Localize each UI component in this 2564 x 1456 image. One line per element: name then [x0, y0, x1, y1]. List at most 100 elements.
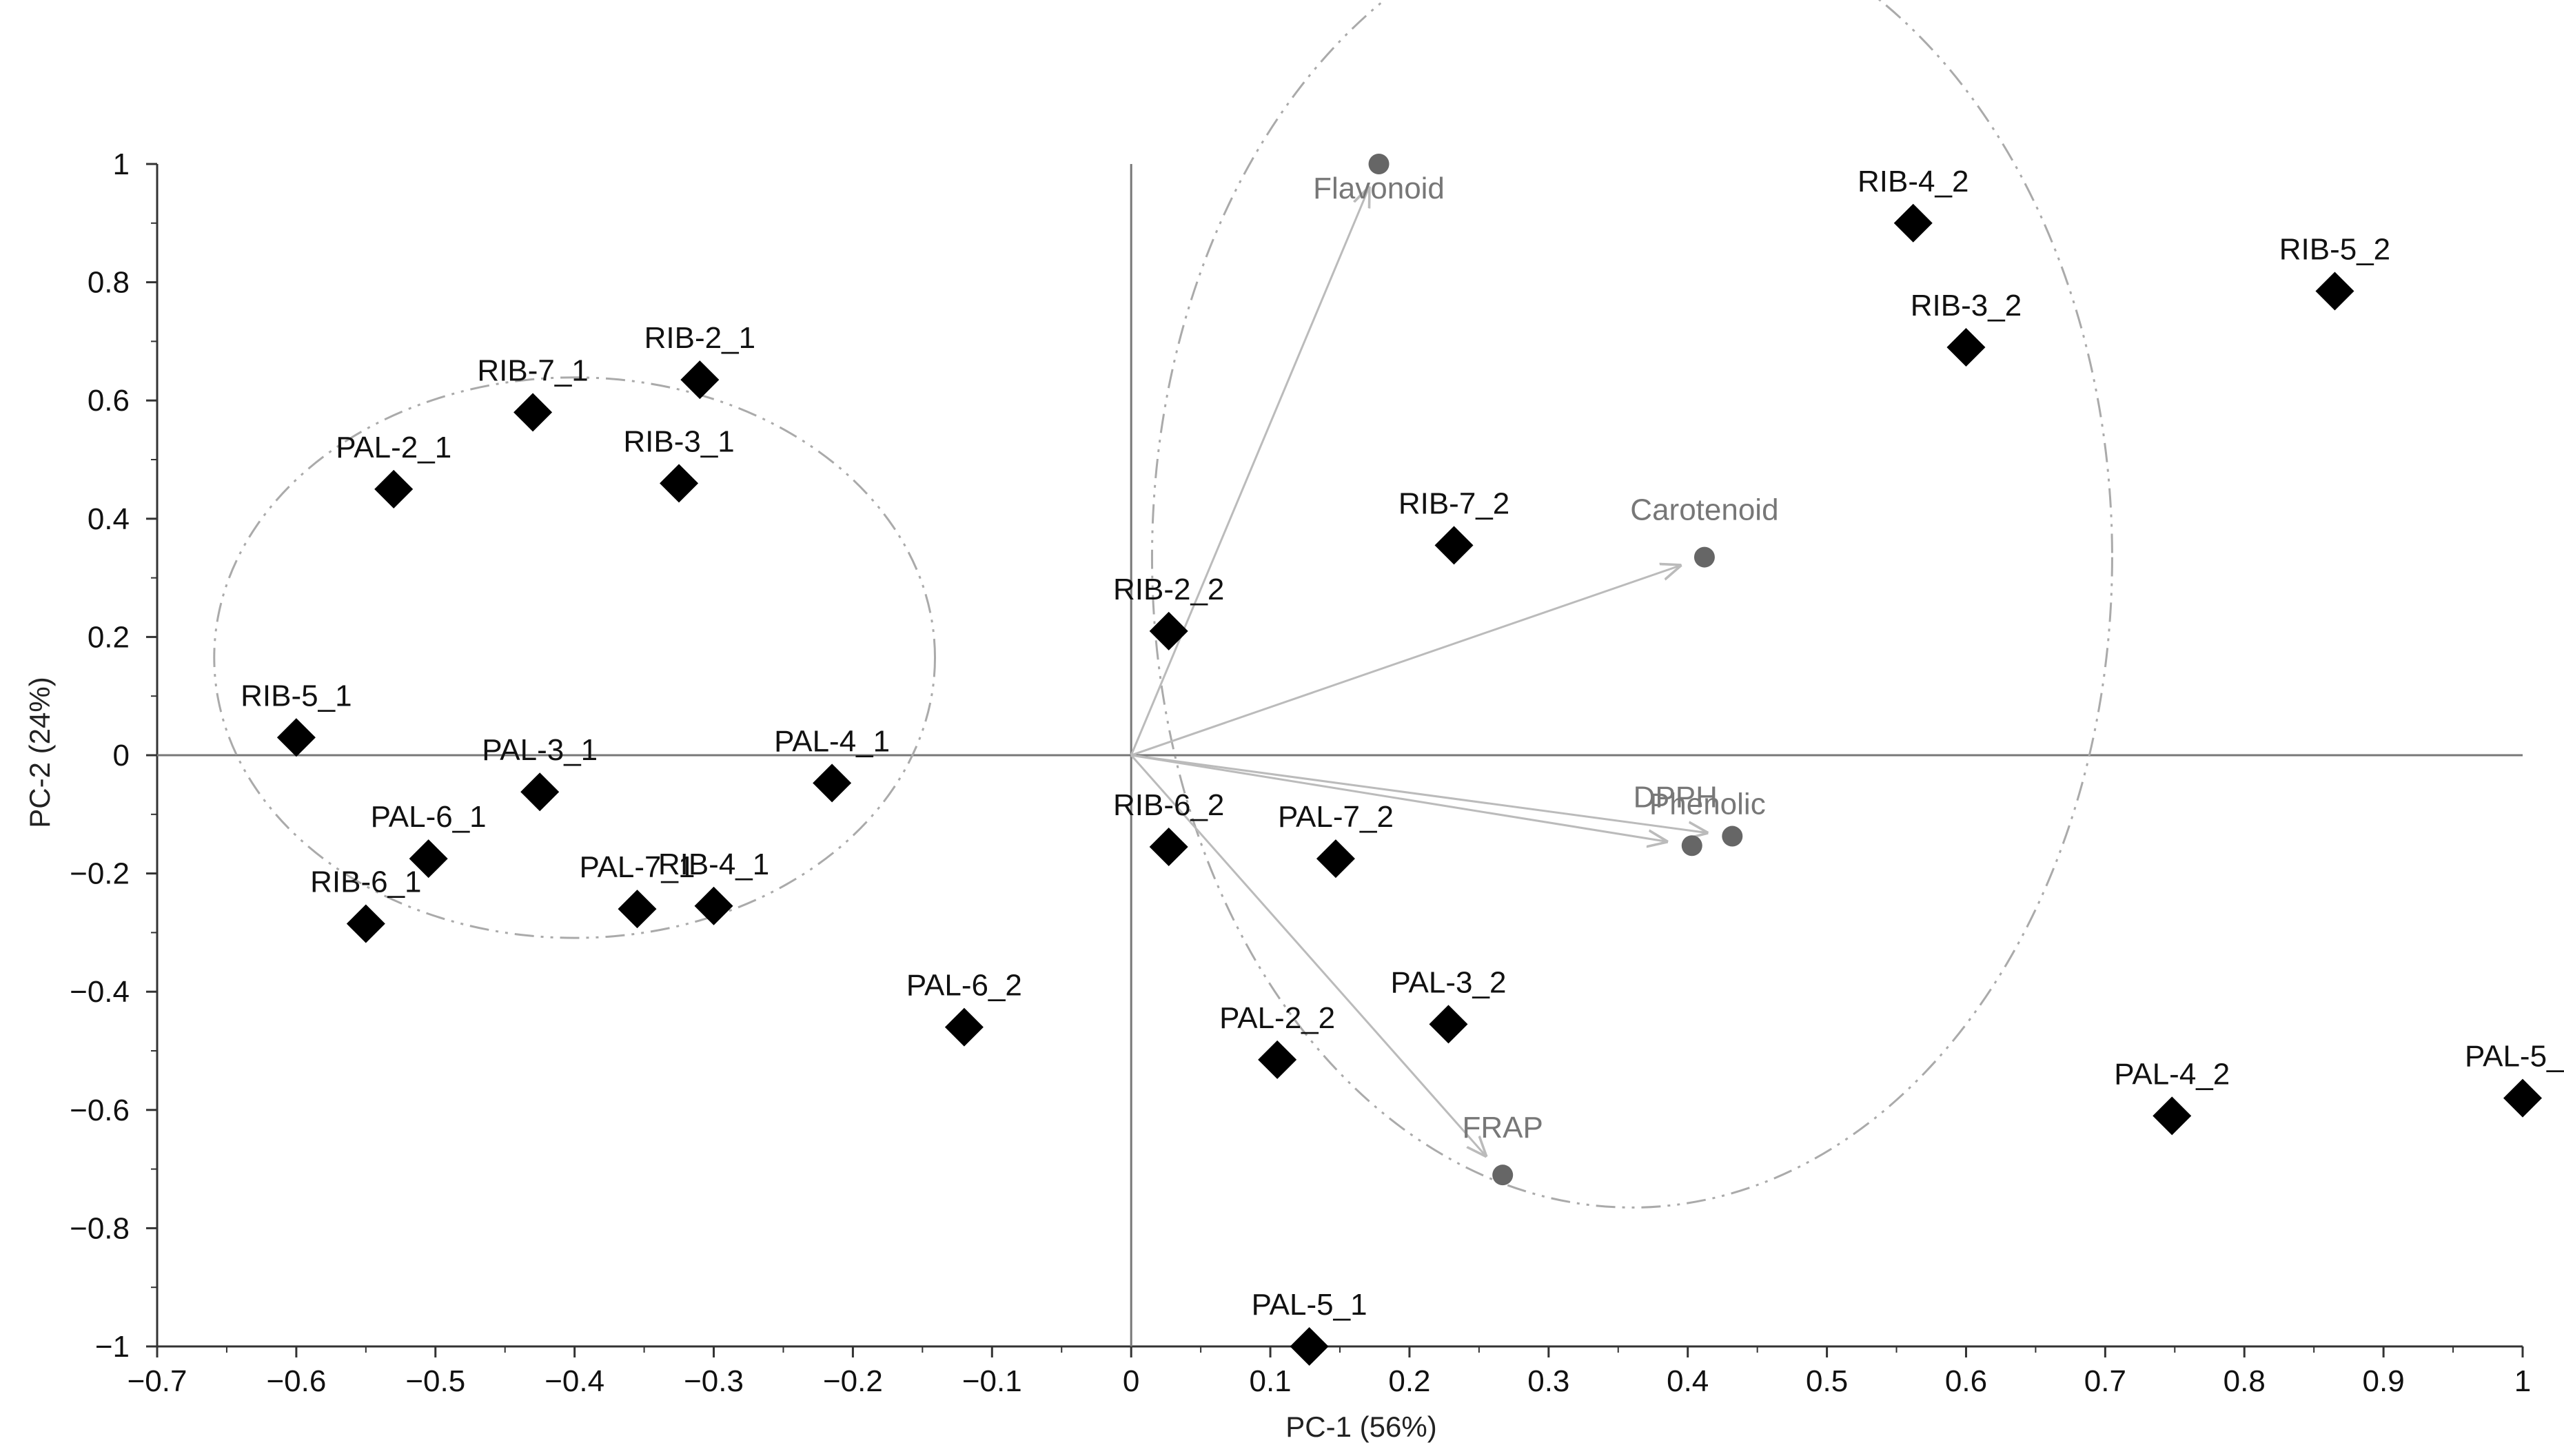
sample-label: RIB-7_1	[477, 353, 588, 387]
sample-point	[1434, 526, 1474, 565]
sample-label: RIB-7_2	[1398, 486, 1509, 520]
x-tick-label: 0.8	[2224, 1364, 2266, 1398]
x-tick-label: 0.7	[2084, 1364, 2126, 1398]
sample-label: PAL-5_1	[1252, 1288, 1367, 1322]
x-tick-label: 0.1	[1249, 1364, 1291, 1398]
variable-point	[1368, 154, 1390, 174]
sample-point	[1258, 1040, 1297, 1079]
sample-point	[813, 763, 852, 803]
sample-label: RIB-2_1	[644, 321, 755, 355]
loading-arrow	[1130, 188, 1369, 756]
sample-label: RIB-4_2	[1858, 165, 1968, 198]
sample-label: PAL-4_1	[774, 724, 890, 758]
sample-point	[520, 772, 560, 812]
sample-point	[2315, 271, 2354, 311]
x-tick-label: 0	[1123, 1364, 1139, 1398]
sample-label: RIB-2_2	[1113, 573, 1224, 606]
x-tick-label: −0.6	[266, 1364, 326, 1398]
sample-label: PAL-6_1	[371, 800, 487, 834]
variable-point	[1722, 826, 1743, 847]
x-tick-label: −0.3	[684, 1364, 744, 1398]
sample-point	[680, 360, 720, 400]
y-tick-label: −0.4	[70, 975, 130, 1009]
variable-label: Phenolic	[1649, 788, 1766, 821]
cluster-ellipse	[1151, 0, 2113, 1209]
x-tick-label: 1	[2514, 1364, 2531, 1398]
sample-label: PAL-2_2	[1219, 1001, 1335, 1035]
loading-arrows	[1130, 188, 1706, 1156]
y-tick-label: −0.6	[70, 1094, 130, 1127]
sample-label: PAL-2_1	[336, 431, 451, 464]
variable-label: DPPH	[1634, 780, 1718, 814]
sample-label: RIB-6_2	[1113, 788, 1224, 822]
sample-point	[1290, 1327, 1329, 1366]
sample-point	[2153, 1096, 2192, 1136]
cluster-ellipses	[213, 0, 2113, 1209]
sample-point	[1316, 839, 1355, 879]
axes-layer: −0.7 −0.6 −0.5 −0.4 −0.3 −0.2 −0.1 0 0.1 0.2 0.3 0.…	[70, 147, 2531, 1398]
loading-arrow	[1130, 566, 1680, 757]
sample-label: PAL-3_1	[482, 733, 598, 767]
loading-arrow	[1130, 754, 1706, 832]
sample-point	[618, 890, 657, 929]
sample-point	[513, 393, 553, 432]
x-axis-title: PC-1 (56%)	[1285, 1411, 1436, 1443]
sample-point	[1893, 203, 1933, 243]
x-tick-label: 0.9	[2363, 1364, 2405, 1398]
cluster-ellipse	[213, 376, 937, 939]
variable-label: Carotenoid	[1630, 493, 1778, 527]
sample-label: PAL-4_2	[2114, 1057, 2230, 1091]
sample-label: PAL-3_2	[1390, 965, 1506, 999]
sample-point	[660, 464, 699, 503]
y-axis-title: PC-2 (24%)	[23, 677, 56, 828]
sample-label: RIB-6_1	[310, 865, 421, 899]
x-tick-label: 0.2	[1388, 1364, 1430, 1398]
y-tick-label: 1	[113, 147, 130, 181]
sample-point	[1149, 611, 1188, 650]
x-tick-label: −0.5	[405, 1364, 465, 1398]
sample-point	[1946, 327, 1986, 367]
sample-point	[944, 1007, 984, 1047]
x-tick-label: −0.7	[128, 1364, 187, 1398]
sample-label: RIB-3_1	[623, 424, 734, 458]
loading-arrow	[1130, 754, 1666, 841]
y-tick-label: −0.8	[70, 1211, 130, 1245]
sample-label: RIB-5_2	[2279, 232, 2390, 266]
sample-label: RIB-5_1	[241, 679, 352, 712]
sample-point	[346, 904, 385, 943]
sample-label: PAL-5_2	[2465, 1040, 2564, 1074]
sample-label: PAL-7_1	[580, 850, 695, 884]
y-tick-label: 0.6	[88, 384, 130, 418]
sample-point	[1429, 1005, 1468, 1044]
data-points	[276, 154, 2542, 1366]
loading-arrow	[1130, 755, 1485, 1156]
sample-point	[276, 718, 316, 757]
y-tick-label: 0.2	[88, 620, 130, 654]
sample-point	[1149, 827, 1188, 866]
x-tick-label: 0.3	[1527, 1364, 1569, 1398]
variable-point	[1681, 835, 1702, 857]
y-tick-label: −0.2	[70, 857, 130, 891]
y-tick-label: 0	[113, 739, 130, 772]
sample-point	[694, 886, 733, 925]
sample-point	[409, 839, 448, 879]
x-tick-label: 0.6	[1945, 1364, 1987, 1398]
sample-label: RIB-4_1	[658, 848, 769, 881]
x-tick-label: 0.5	[1806, 1364, 1848, 1398]
x-tick-label: −0.2	[823, 1364, 883, 1398]
y-tick-label: −1	[95, 1330, 130, 1364]
sample-label: PAL-7_2	[1278, 800, 1394, 834]
sample-point	[374, 469, 414, 509]
sample-point	[2503, 1078, 2542, 1118]
variable-label: FRAP	[1463, 1111, 1543, 1145]
sample-label: PAL-6_2	[906, 969, 1022, 1003]
sample-label: RIB-3_2	[1911, 289, 2022, 322]
variable-label: Flavonoid	[1313, 172, 1445, 205]
x-tick-label: 0.4	[1667, 1364, 1709, 1398]
y-tick-label: 0.4	[88, 502, 130, 536]
x-tick-label: −0.4	[545, 1364, 604, 1398]
y-tick-label: 0.8	[88, 266, 130, 300]
variable-point	[1492, 1165, 1514, 1186]
